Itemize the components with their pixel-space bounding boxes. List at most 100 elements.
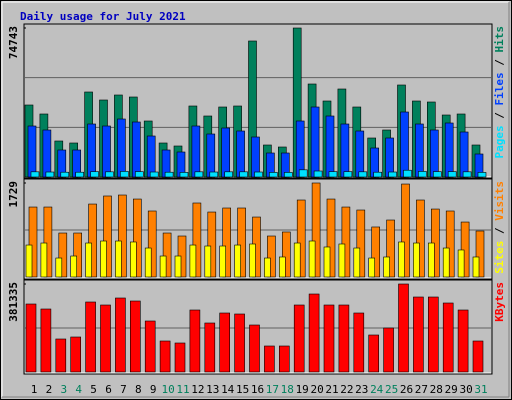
bar	[189, 309, 201, 373]
bar	[429, 129, 439, 178]
bar	[401, 183, 410, 278]
bar	[192, 202, 202, 278]
bar	[447, 171, 457, 178]
bar	[313, 170, 323, 178]
bar	[73, 232, 82, 278]
x-tick-label: 19	[296, 383, 309, 396]
bar	[326, 198, 336, 278]
bar	[310, 106, 320, 178]
x-tick-label: 20	[310, 383, 323, 396]
bar	[115, 297, 126, 373]
bar	[403, 169, 412, 178]
bar	[269, 172, 278, 178]
bar	[416, 199, 425, 278]
bar	[43, 206, 53, 278]
bar	[179, 172, 189, 178]
bar	[340, 123, 350, 178]
x-tick-label: 2	[46, 383, 53, 396]
bar	[442, 247, 450, 278]
bar	[174, 255, 182, 278]
x-tick-label: 27	[415, 383, 428, 396]
x-tick-label: 26	[400, 383, 413, 396]
x-tick-label: 15	[236, 383, 249, 396]
bar	[118, 194, 127, 278]
bar	[219, 245, 226, 278]
bar	[358, 171, 368, 178]
bar	[25, 244, 33, 278]
bar	[144, 247, 152, 278]
bar	[267, 235, 276, 278]
bar	[413, 296, 424, 373]
bar	[368, 334, 380, 373]
bar	[385, 137, 394, 178]
bar	[278, 256, 286, 278]
bar	[70, 255, 77, 278]
bar	[415, 123, 424, 178]
bar	[42, 129, 52, 178]
legend-separator: /	[493, 106, 506, 126]
x-tick-label: 16	[251, 383, 264, 396]
legend: KBytes	[493, 282, 506, 322]
bar	[368, 257, 376, 278]
bar	[427, 242, 435, 278]
bar	[427, 296, 439, 373]
x-tick-label: 8	[135, 383, 142, 396]
bar	[189, 244, 197, 278]
bar	[236, 130, 245, 178]
bar	[323, 304, 335, 373]
bar	[206, 133, 216, 178]
x-tick-label: 12	[191, 383, 204, 396]
bar	[477, 172, 487, 178]
bar	[251, 136, 260, 178]
bar	[85, 301, 96, 373]
x-tick-label: 29	[445, 383, 458, 396]
bar	[194, 171, 204, 178]
bar	[115, 240, 122, 278]
bar	[383, 327, 394, 373]
bar	[281, 231, 291, 278]
bar	[149, 171, 159, 178]
bar	[164, 171, 174, 178]
x-tick-label: 22	[340, 383, 353, 396]
bar	[296, 199, 306, 278]
bar	[308, 240, 316, 278]
bar	[204, 322, 216, 373]
bar	[219, 312, 230, 373]
bar	[100, 240, 107, 278]
y-max-label: 381335	[7, 282, 20, 322]
bar	[28, 206, 38, 278]
bar	[87, 123, 96, 178]
y-max-label: 74743	[7, 26, 20, 59]
bar	[311, 182, 321, 278]
bar	[102, 125, 111, 178]
bar	[388, 171, 397, 178]
legend-entry: Visits	[493, 181, 506, 221]
bar	[174, 342, 186, 373]
bar	[459, 131, 469, 178]
bar	[353, 247, 361, 278]
bar	[75, 171, 84, 178]
bar	[221, 127, 230, 178]
x-tick-label: 23	[355, 383, 368, 396]
legend-separator: /	[493, 221, 506, 241]
x-tick-label: 17	[266, 383, 279, 396]
bar	[444, 122, 454, 178]
legend-separator: /	[493, 53, 506, 73]
bar	[283, 172, 293, 178]
x-tick-label: 5	[90, 383, 97, 396]
bar	[90, 171, 99, 178]
bar	[338, 304, 350, 373]
bar	[472, 340, 484, 373]
bar	[133, 198, 142, 278]
bar	[355, 130, 365, 178]
bar	[70, 336, 81, 373]
bar	[162, 232, 172, 278]
bar	[472, 256, 480, 278]
legend: Pages / Files / Hits	[493, 26, 506, 159]
bar	[144, 320, 156, 373]
bar	[27, 125, 37, 178]
bar	[475, 230, 485, 278]
bar	[25, 303, 37, 373]
